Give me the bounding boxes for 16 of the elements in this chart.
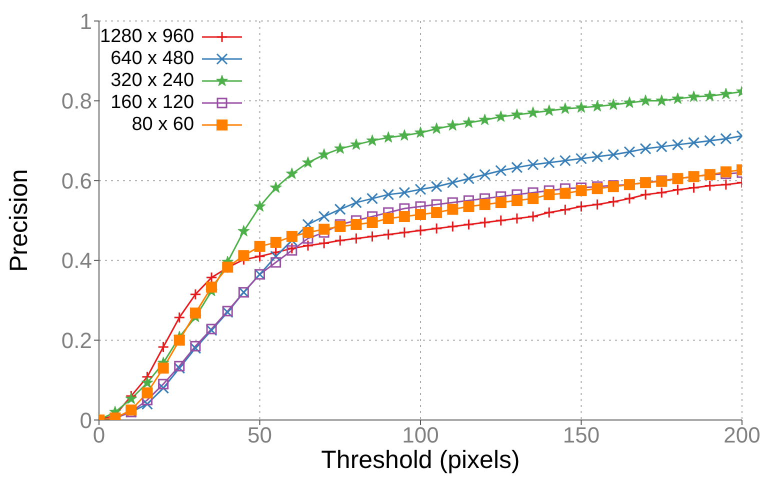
x-axis-title: Threshold (pixels) <box>321 446 520 474</box>
y-tick-label: 1 <box>80 8 92 34</box>
legend-label: 640 x 480 <box>110 48 194 70</box>
x-tick-label: 200 <box>724 422 760 448</box>
x-tick-label: 100 <box>402 422 439 448</box>
y-axis-title: Precision <box>4 169 33 272</box>
y-tick-label: 0.6 <box>61 168 92 194</box>
y-tick-label: 0.4 <box>61 248 92 274</box>
x-tick-label: 150 <box>562 422 600 448</box>
legend-label: 160 x 120 <box>110 92 194 114</box>
legend-label: 80 x 60 <box>132 114 194 136</box>
x-tick-label: 50 <box>248 422 272 448</box>
y-tick-label: 0.2 <box>61 328 92 354</box>
y-tick-label: 0.8 <box>61 88 92 114</box>
legend-label: 320 x 240 <box>110 70 194 92</box>
legend-label: 1280 x 960 <box>100 26 194 48</box>
